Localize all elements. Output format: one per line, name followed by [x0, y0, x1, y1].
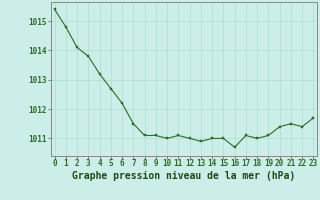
- X-axis label: Graphe pression niveau de la mer (hPa): Graphe pression niveau de la mer (hPa): [72, 171, 296, 181]
